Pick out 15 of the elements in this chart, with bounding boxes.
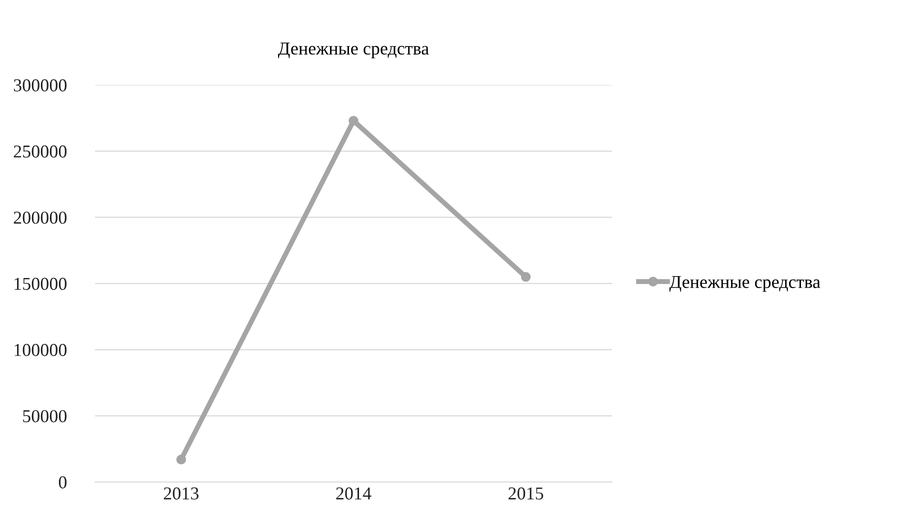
y-tick-label: 100000 (14, 344, 67, 356)
y-tick-label: 50000 (23, 410, 67, 422)
x-tick-label: 2013 (164, 487, 199, 500)
chart-title: Денежные средства (278, 42, 429, 58)
point (176, 454, 186, 464)
point (348, 116, 358, 126)
x-tick-label: 2015 (508, 487, 544, 500)
y-tick-label: 150000 (14, 278, 67, 290)
y-tick-label: 250000 (14, 145, 67, 158)
y-tick-label: 300000 (14, 79, 67, 92)
y-tick-label: 200000 (14, 212, 67, 224)
y-tick-label: 0 (58, 476, 67, 488)
point (520, 272, 531, 282)
x-tick-label: 2014 (336, 487, 372, 500)
legend-label: Денежные средства (669, 276, 820, 292)
